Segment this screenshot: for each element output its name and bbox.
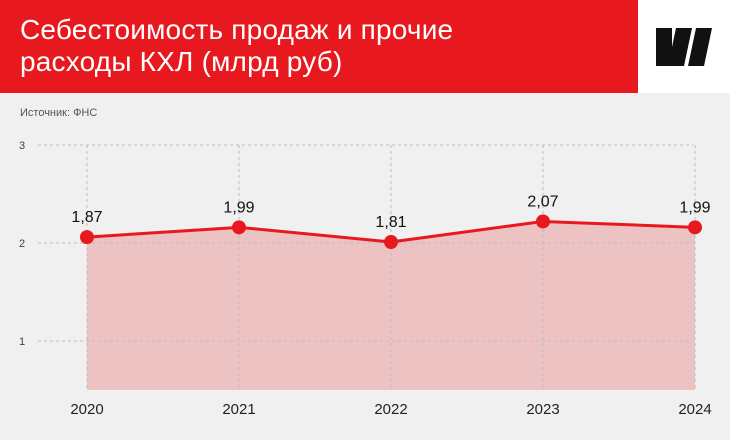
data-label: 1,87 <box>71 209 102 226</box>
data-point <box>536 214 550 229</box>
source-note: Источник: ФНС <box>20 107 98 119</box>
data-label: 1,99 <box>679 199 710 216</box>
data-point <box>80 230 94 245</box>
chart-title: Себестоимость продаж и прочие расходы КХ… <box>20 14 620 78</box>
title-line-1: Себестоимость продаж и прочие <box>20 14 454 45</box>
data-label: 1,81 <box>375 214 406 231</box>
x-tick-label: 2022 <box>374 401 407 418</box>
data-label: 1,99 <box>223 199 254 216</box>
x-tick-label: 2023 <box>526 401 559 418</box>
area-fill <box>87 221 695 390</box>
x-tick-label: 2021 <box>222 401 255 418</box>
data-label: 2,07 <box>527 193 558 210</box>
data-point <box>384 235 398 250</box>
x-tick-label: 2024 <box>678 401 711 418</box>
y-tick-label: 2 <box>19 238 25 250</box>
brand-logo-icon <box>656 28 712 66</box>
x-tick-label: 2020 <box>70 401 103 418</box>
y-tick-label: 3 <box>19 140 25 152</box>
data-point <box>232 220 246 235</box>
header-banner: Себестоимость продаж и прочие расходы КХ… <box>0 0 638 93</box>
title-line-2: расходы КХЛ (млрд руб) <box>20 46 343 77</box>
logo <box>638 0 730 93</box>
y-tick-label: 1 <box>19 336 25 348</box>
data-point <box>688 220 702 235</box>
